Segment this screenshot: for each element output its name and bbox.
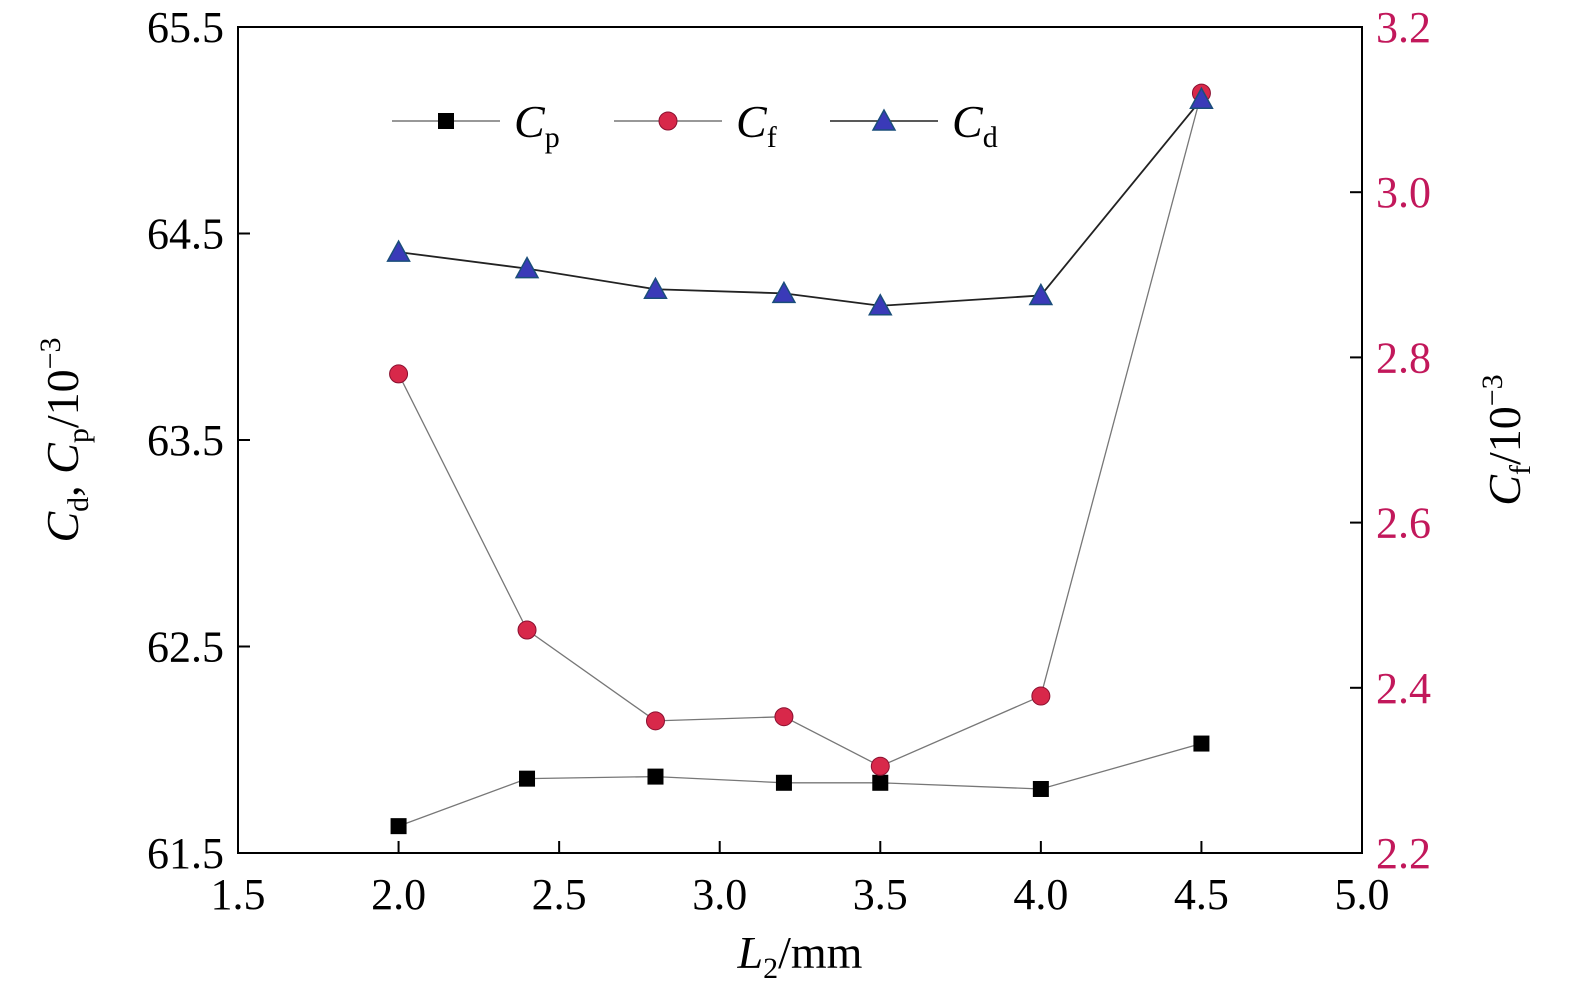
data-point-d xyxy=(386,239,411,262)
data-point-p xyxy=(647,768,664,785)
x-tick-label: 4.5 xyxy=(1174,870,1229,919)
left-axis-title-b-sub: p xyxy=(62,428,95,443)
right-axis-title-exp: −3 xyxy=(1476,374,1509,406)
x-axis-title: L2/mm xyxy=(737,927,863,985)
right-tick-label: 3.0 xyxy=(1376,168,1431,217)
legend-item-f: Cf xyxy=(614,96,777,154)
data-point-d xyxy=(1189,86,1214,110)
data-point-f xyxy=(389,364,409,384)
legend-marker xyxy=(438,113,454,129)
legend-item-d: Cd xyxy=(830,96,998,154)
right-tick-label: 2.4 xyxy=(1376,664,1431,713)
left-axis-title-a-sub: d xyxy=(62,497,95,512)
right-tick-label: 2.6 xyxy=(1376,499,1431,548)
series-line-p xyxy=(398,742,1202,827)
legend-label: Cp xyxy=(514,96,560,154)
left-tick-label: 61.5 xyxy=(147,829,224,878)
x-tick-label: 3.5 xyxy=(853,870,908,919)
left-axis-title-a: C xyxy=(37,511,88,543)
x-axis-title-main: L xyxy=(737,927,764,978)
data-point-p xyxy=(1193,735,1210,752)
right-axis-title-a-sub: f xyxy=(1504,465,1537,475)
legend-label: Cf xyxy=(736,96,777,154)
legend-label: Cd xyxy=(952,96,998,154)
legend-marker xyxy=(871,108,897,131)
series-p xyxy=(390,735,1210,835)
data-point-f xyxy=(1031,686,1051,706)
left-tick-label: 64.5 xyxy=(147,210,224,259)
data-point-p xyxy=(775,774,792,791)
x-tick-label: 1.5 xyxy=(211,870,266,919)
left-axis-title-b: C xyxy=(37,442,88,474)
data-point-p xyxy=(872,774,889,791)
left-axis-title: Cd, Cp/10−3 xyxy=(34,337,95,542)
x-tick-label: 3.0 xyxy=(692,870,747,919)
right-tick-label: 2.2 xyxy=(1376,829,1431,878)
data-point-f xyxy=(645,711,665,731)
right-axis-title: Cf/10−3 xyxy=(1476,374,1537,505)
series-line-f xyxy=(397,92,1203,767)
left-tick-label: 65.5 xyxy=(147,3,224,52)
data-point-d xyxy=(1028,282,1054,306)
right-axis-title-rest: /10 xyxy=(1479,406,1530,465)
left-tick-label: 62.5 xyxy=(147,623,224,672)
data-point-f xyxy=(774,707,794,727)
axis-ticks: 1.5 2.0 2.5 3.0 3.5 4.0 4.5 5.0 61.5 62.5 63.5 64.5… xyxy=(147,3,1431,919)
data-point-p xyxy=(519,770,536,787)
series-f xyxy=(389,83,1211,776)
x-tick-label: 5.0 xyxy=(1335,870,1390,919)
data-point-p xyxy=(1032,780,1049,797)
data-point-p xyxy=(390,818,407,835)
data-point-d xyxy=(771,280,797,304)
data-point-f xyxy=(517,620,537,640)
series-d xyxy=(386,86,1214,316)
series-layer xyxy=(386,83,1214,835)
x-axis-title-rest: /mm xyxy=(778,927,863,978)
x-tick-label: 4.0 xyxy=(1013,870,1068,919)
data-point-d xyxy=(643,276,668,300)
right-tick-label: 2.8 xyxy=(1376,333,1431,382)
left-axis-title-exp: −3 xyxy=(34,337,67,369)
x-axis-title-sub: 2 xyxy=(763,952,778,985)
legend-marker xyxy=(658,111,678,131)
data-point-d xyxy=(868,293,893,316)
right-axis-title-a: C xyxy=(1479,474,1530,506)
x-tick-label: 2.5 xyxy=(532,870,587,919)
left-axis-title-sep: , xyxy=(37,474,88,497)
plot-frame xyxy=(237,26,1363,854)
legend: Cp Cf Cd xyxy=(392,96,998,154)
right-tick-label: 3.2 xyxy=(1376,3,1431,52)
data-point-d xyxy=(514,256,540,279)
x-tick-label: 2.0 xyxy=(371,870,426,919)
left-tick-label: 63.5 xyxy=(147,416,224,465)
left-axis-title-rest: /10 xyxy=(37,369,88,428)
data-point-f xyxy=(870,756,890,776)
legend-item-p: Cp xyxy=(392,96,560,154)
